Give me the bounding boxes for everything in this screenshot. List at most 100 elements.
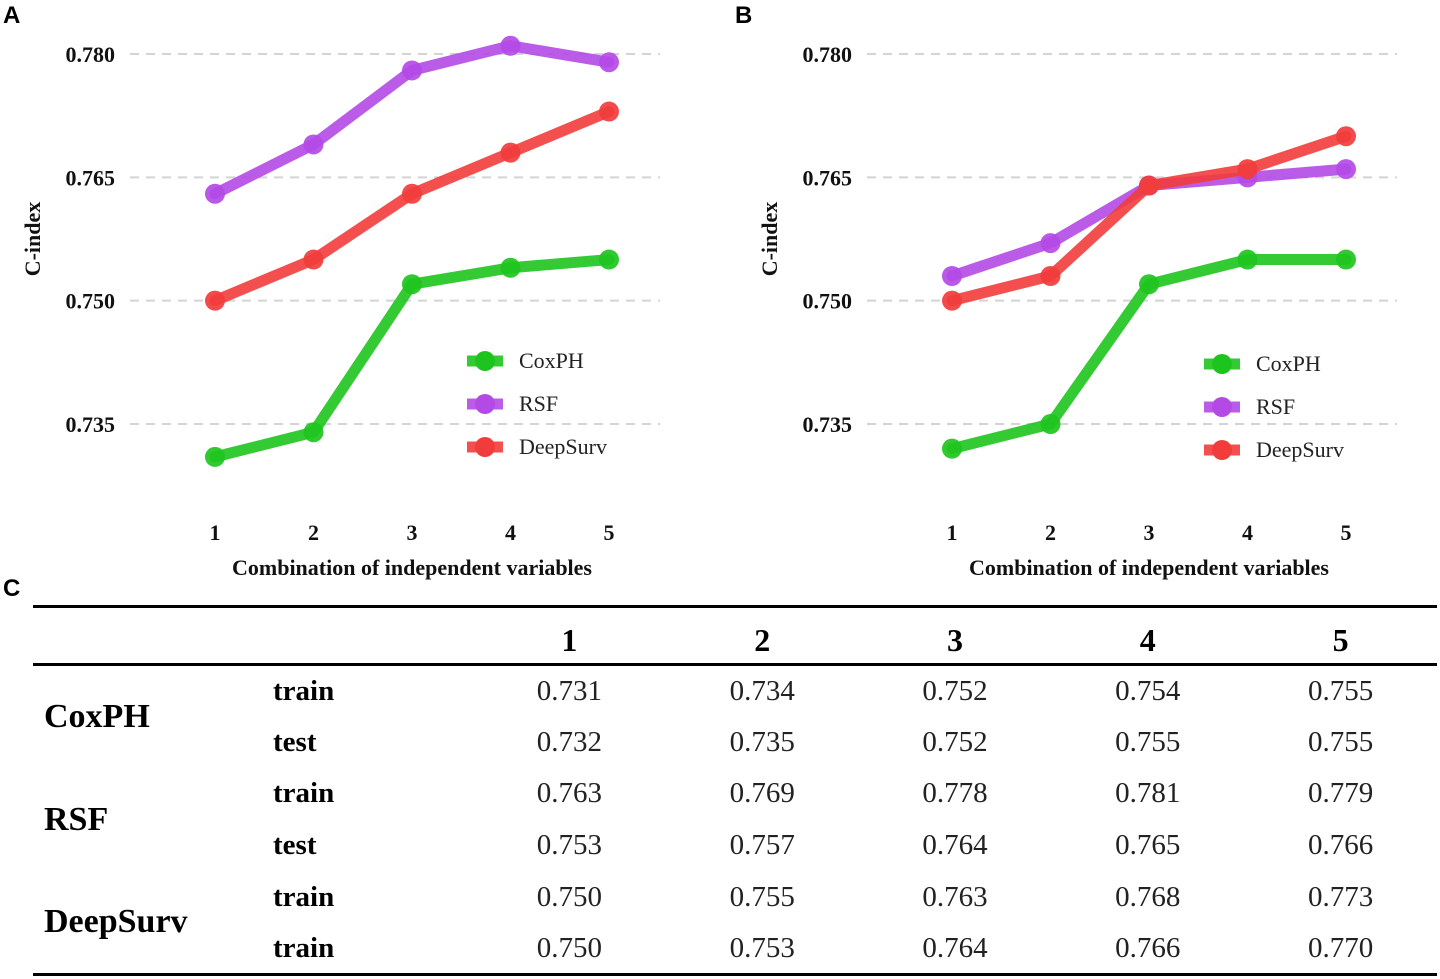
- y-tick-label: 0.750: [66, 289, 116, 314]
- legend-marker-coxph: [475, 351, 495, 371]
- legend-marker-rsf: [475, 394, 495, 414]
- legend-label: CoxPH: [1256, 351, 1321, 376]
- x-tick-label: 4: [1242, 520, 1253, 545]
- table-cell: 0.766: [1115, 931, 1181, 964]
- y-tick-label: 0.735: [66, 412, 116, 437]
- table-cell: 0.764: [922, 828, 988, 861]
- data-point-rsf: [599, 52, 619, 73]
- panel-label-c: C: [3, 575, 21, 602]
- table-row: RSF train 0.763 0.769 0.778 0.781 0.779: [33, 768, 1437, 837]
- table-row: CoxPH train 0.731 0.734 0.752 0.754 0.75…: [33, 665, 1437, 735]
- table-cell: 0.768: [1115, 880, 1181, 913]
- data-point-deepsurv: [402, 183, 422, 204]
- data-point-rsf: [1336, 159, 1356, 180]
- data-point-coxph: [1237, 249, 1258, 270]
- column-header: 5: [1332, 622, 1349, 658]
- table-cell: 0.769: [729, 777, 795, 810]
- column-header: 2: [754, 622, 771, 658]
- results-table: 1 2 3 4 5 CoxPH train 0.731 0.734 0.752 …: [33, 605, 1437, 976]
- table-cell: 0.779: [1307, 777, 1374, 810]
- x-axis-title: Combination of independent variables: [232, 555, 592, 580]
- data-point-rsf: [500, 35, 521, 56]
- data-point-deepsurv: [1237, 159, 1258, 180]
- table-cell: 0.750: [536, 880, 603, 913]
- split-label: train: [273, 931, 335, 964]
- table-cell: 0.755: [729, 880, 795, 913]
- legend-label: RSF: [1256, 394, 1295, 419]
- data-point-coxph: [1336, 249, 1356, 270]
- split-label: train: [273, 674, 335, 707]
- x-tick-label: 3: [1144, 520, 1155, 545]
- legend-label: CoxPH: [519, 348, 584, 373]
- split-label: train: [273, 777, 335, 810]
- y-tick-label: 0.780: [803, 42, 853, 67]
- series-line-deepsurv: [209, 106, 615, 307]
- y-tick-label: 0.780: [66, 42, 116, 67]
- data-point-deepsurv: [205, 290, 225, 311]
- table-cell: 0.765: [1115, 828, 1181, 861]
- table-row: test 0.753 0.757 0.764 0.765 0.766: [33, 820, 1437, 872]
- table-cell: 0.732: [536, 725, 603, 758]
- model-name-rsf: RSF: [44, 800, 109, 838]
- data-point-rsf: [303, 134, 324, 155]
- data-point-coxph: [942, 438, 962, 459]
- table-cell: 0.781: [1115, 777, 1181, 810]
- data-point-deepsurv: [1336, 126, 1356, 147]
- data-point-deepsurv: [1139, 175, 1159, 196]
- y-axis-title: C-index: [757, 202, 782, 277]
- legend-label: RSF: [519, 391, 558, 416]
- line-chart-b: 0.735 0.750 0.765 0.780 1 2 3 4 5 Combination of …: [757, 42, 1397, 580]
- table-cell: 0.750: [536, 931, 603, 964]
- table-cell: 0.731: [536, 674, 603, 707]
- table-cell: 0.753: [536, 828, 603, 861]
- x-tick-label: 5: [604, 520, 615, 545]
- y-tick-label: 0.765: [803, 165, 853, 190]
- data-point-deepsurv: [303, 249, 324, 270]
- panel-label-b: B: [735, 2, 753, 29]
- table-cell: 0.735: [729, 725, 795, 758]
- table-cell: 0.755: [1307, 674, 1374, 707]
- y-tick-label: 0.750: [803, 289, 853, 314]
- data-point-rsf: [1040, 233, 1061, 254]
- data-point-coxph: [599, 249, 619, 270]
- data-point-coxph: [500, 257, 521, 278]
- split-label: test: [273, 725, 317, 758]
- table-cell: 0.773: [1307, 880, 1374, 913]
- x-tick-label: 5: [1341, 520, 1352, 545]
- table-row: train 0.750 0.753 0.764 0.766 0.770: [33, 923, 1437, 975]
- data-point-coxph: [1139, 274, 1159, 295]
- split-label: train: [273, 880, 335, 913]
- column-header: 1: [561, 622, 578, 658]
- table-header-row: 1 2 3 4 5: [33, 607, 1437, 665]
- data-point-deepsurv: [1040, 266, 1061, 286]
- table-cell: 0.770: [1307, 931, 1374, 964]
- data-point-coxph: [205, 446, 225, 467]
- table-cell: 0.778: [922, 777, 988, 810]
- data-point-rsf: [402, 60, 422, 81]
- data-point-deepsurv: [500, 142, 521, 163]
- x-tick-label: 2: [308, 520, 319, 545]
- x-tick-label: 3: [407, 520, 418, 545]
- model-name-coxph: CoxPH: [44, 697, 150, 735]
- table-cell: 0.752: [922, 725, 988, 758]
- table-cell: 0.755: [1307, 725, 1374, 758]
- data-point-coxph: [402, 274, 422, 295]
- legend-marker-rsf: [1212, 397, 1232, 417]
- column-header: 3: [946, 622, 963, 658]
- y-tick-label: 0.765: [66, 165, 116, 190]
- legend-marker-coxph: [1212, 354, 1232, 374]
- table-cell: 0.764: [922, 931, 988, 964]
- x-axis-title: Combination of independent variables: [969, 555, 1329, 580]
- x-tick-label: 1: [947, 520, 958, 545]
- table-cell: 0.757: [729, 828, 795, 861]
- table-cell: 0.763: [922, 880, 988, 913]
- data-point-deepsurv: [942, 290, 962, 311]
- legend-marker-deepsurv: [1212, 440, 1232, 460]
- table-cell: 0.753: [729, 931, 795, 964]
- table-row: test 0.732 0.735 0.752 0.755 0.755: [33, 716, 1437, 768]
- x-tick-label: 4: [505, 520, 516, 545]
- table-header-blank: [33, 607, 243, 665]
- panel-label-a: A: [3, 2, 21, 29]
- table-cell: 0.755: [1115, 725, 1181, 758]
- y-axis-title: C-index: [20, 202, 45, 277]
